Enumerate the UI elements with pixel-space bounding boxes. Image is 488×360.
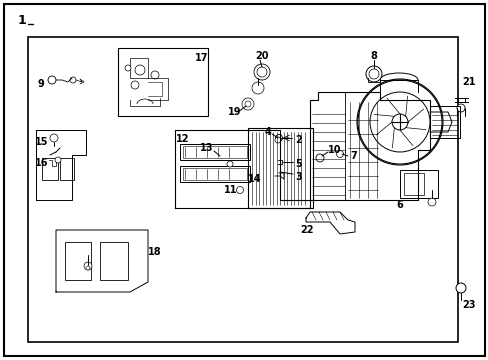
Bar: [118, 48, 207, 116]
Bar: [247, 128, 312, 208]
Bar: [183, 168, 246, 180]
Circle shape: [368, 69, 378, 79]
Bar: [183, 146, 246, 158]
Bar: [65, 242, 91, 280]
Circle shape: [253, 64, 269, 80]
Text: 15: 15: [35, 137, 48, 147]
Circle shape: [455, 283, 465, 293]
Circle shape: [357, 80, 441, 164]
Text: 1: 1: [18, 14, 27, 27]
Text: 16: 16: [35, 158, 48, 168]
Circle shape: [226, 161, 232, 167]
Bar: [180, 144, 249, 160]
Bar: [429, 106, 459, 138]
Text: 13: 13: [200, 143, 213, 153]
Circle shape: [427, 198, 435, 206]
Circle shape: [456, 104, 464, 112]
Bar: [180, 166, 249, 182]
Text: 5: 5: [294, 159, 301, 169]
Bar: [399, 170, 437, 198]
Circle shape: [274, 137, 281, 143]
Circle shape: [70, 77, 76, 83]
Text: 7: 7: [349, 151, 356, 161]
Circle shape: [48, 76, 56, 84]
Circle shape: [251, 82, 264, 94]
Text: 9: 9: [38, 79, 45, 89]
Text: 17: 17: [195, 53, 208, 63]
Circle shape: [244, 101, 250, 107]
Circle shape: [336, 150, 343, 158]
Text: 22: 22: [299, 225, 313, 235]
Circle shape: [369, 92, 429, 152]
Text: 12: 12: [176, 134, 189, 144]
Circle shape: [257, 67, 266, 77]
Bar: [403, 173, 423, 195]
Text: 21: 21: [461, 77, 474, 87]
Circle shape: [315, 154, 324, 162]
Text: 10: 10: [327, 145, 341, 155]
Text: 23: 23: [461, 300, 474, 310]
Circle shape: [236, 186, 243, 194]
Text: 4: 4: [264, 127, 271, 137]
Circle shape: [275, 135, 282, 141]
Circle shape: [84, 262, 92, 270]
Circle shape: [86, 266, 90, 270]
Text: 19: 19: [227, 107, 241, 117]
Text: 18: 18: [148, 247, 162, 257]
Text: 20: 20: [254, 51, 268, 61]
Circle shape: [50, 134, 58, 142]
Circle shape: [242, 98, 253, 110]
Bar: [42, 158, 58, 180]
Circle shape: [55, 157, 61, 163]
Text: 2: 2: [294, 135, 301, 145]
Circle shape: [391, 114, 407, 130]
Text: 8: 8: [369, 51, 376, 61]
Bar: [60, 158, 74, 180]
Bar: [130, 58, 148, 78]
Circle shape: [135, 65, 145, 75]
Circle shape: [125, 65, 131, 71]
Text: 14: 14: [247, 174, 261, 184]
Circle shape: [151, 71, 159, 79]
Text: 6: 6: [395, 200, 402, 210]
Text: 11: 11: [224, 185, 237, 195]
Text: 3: 3: [294, 172, 301, 182]
Bar: [100, 242, 128, 280]
Circle shape: [131, 81, 139, 89]
Circle shape: [365, 66, 381, 82]
Bar: [28, 37, 457, 342]
